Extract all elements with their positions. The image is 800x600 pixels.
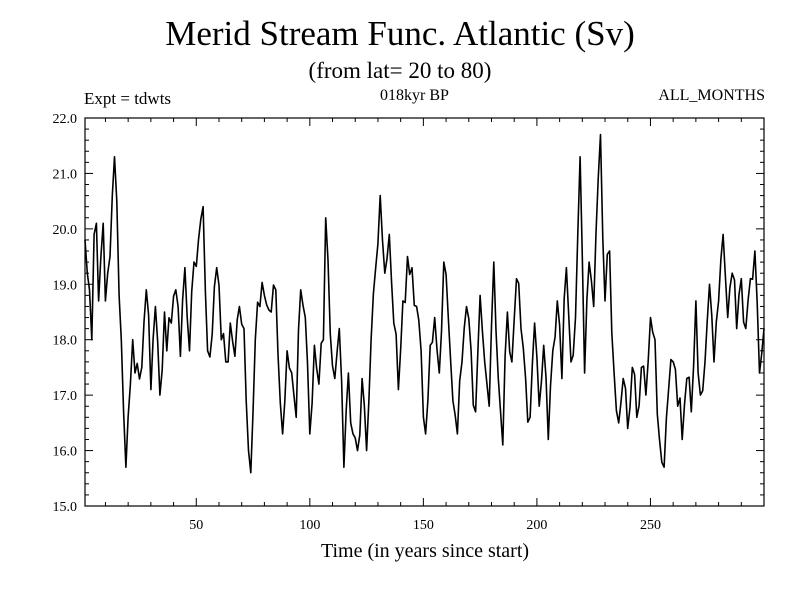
months-label: ALL_MONTHS	[658, 87, 765, 104]
x-tick-label: 50	[189, 518, 203, 533]
y-tick-label: 22.0	[53, 112, 78, 127]
x-tick-label: 200	[526, 518, 547, 533]
y-tick-label: 18.0	[53, 334, 78, 349]
y-tick-label: 20.0	[53, 223, 78, 238]
axes	[84, 117, 765, 507]
x-axis-label: Time (in years since start)	[320, 540, 530, 562]
x-tick-label: 150	[413, 518, 434, 533]
y-tick-label: 19.0	[53, 278, 78, 293]
series-group	[84, 133, 765, 474]
y-tick-label: 15.0	[53, 500, 78, 515]
period-label: 018kyr BP	[380, 87, 449, 104]
y-tick-label: 17.0	[53, 389, 78, 404]
x-tick-label: 250	[640, 518, 661, 533]
chart-title: Merid Stream Func. Atlantic (Sv)	[165, 14, 635, 53]
plot-frame	[84, 117, 765, 507]
chart-subtitle: (from lat= 20 to 80)	[308, 58, 492, 83]
y-tick-label: 16.0	[53, 445, 78, 460]
series-line	[84, 133, 765, 474]
y-tick-label: 21.0	[53, 167, 78, 182]
experiment-label: Expt = tdwts	[84, 89, 172, 108]
x-tick-label: 100	[299, 518, 320, 533]
ticks: 15.0 16.0 17.0 18.0 19.0 20.0 21.0 22.0 50 100 150…	[53, 112, 765, 533]
